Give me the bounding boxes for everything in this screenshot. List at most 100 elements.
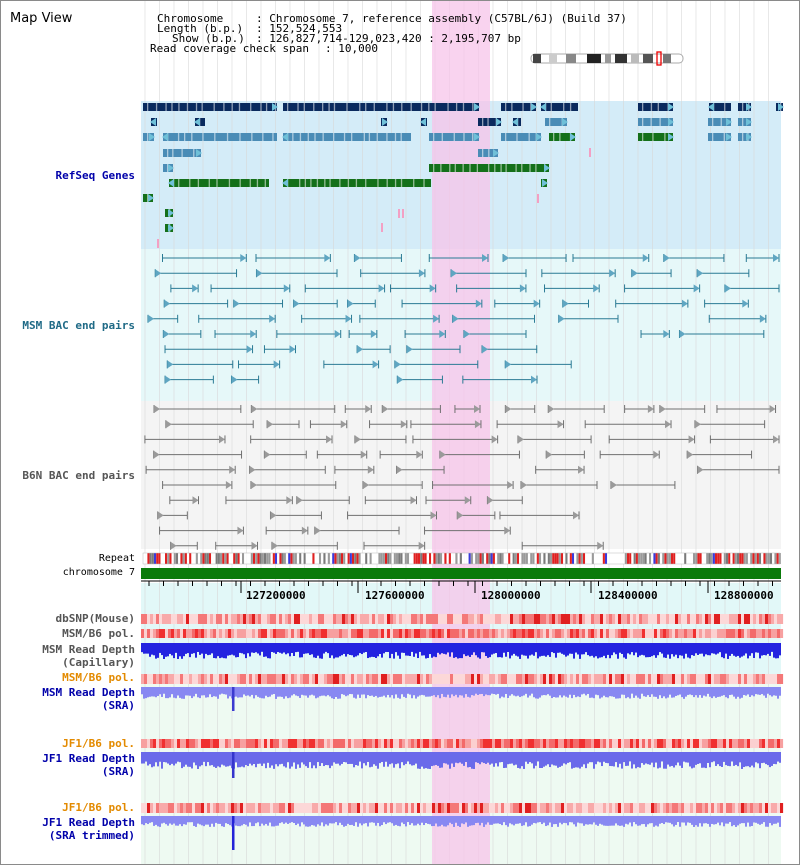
read-depth-bar	[565, 752, 567, 765]
polymorphism-cell	[519, 629, 523, 638]
read-depth-bar	[679, 643, 681, 656]
read-depth-bar	[579, 687, 581, 698]
msm-bac-end-pairs-label[interactable]: MSM BAC end pairs	[22, 319, 135, 332]
polymorphism-cell	[780, 803, 784, 813]
read-depth-bar	[575, 687, 577, 698]
msm-b6-pol-sra-label[interactable]: MSM/B6 pol.	[62, 671, 135, 684]
read-depth-bar	[559, 643, 561, 653]
polymorphism-cell	[417, 614, 421, 624]
jf1-b6-pol-label[interactable]: JF1/B6 pol.	[62, 737, 135, 750]
bac-end-arrow	[416, 450, 423, 459]
polymorphism-cell	[531, 629, 535, 638]
refseq-exon-mark	[500, 164, 502, 172]
repeat-feature	[424, 553, 427, 564]
polymorphism-cell	[546, 739, 550, 748]
polymorphism-cell	[543, 614, 547, 624]
read-depth-bar	[147, 687, 149, 698]
jf1-read-depth-sra-label-1[interactable]: JF1 Read Depth	[42, 752, 135, 765]
polymorphism-cell	[684, 739, 688, 748]
read-depth-bar	[689, 643, 691, 659]
polymorphism-cell	[693, 674, 697, 684]
read-depth-bar	[649, 816, 651, 824]
refseq-exon-mark	[723, 133, 725, 141]
read-depth-bar	[377, 816, 379, 823]
repeat-feature	[512, 553, 515, 564]
read-depth-bar	[591, 752, 593, 763]
polymorphism-cell	[561, 803, 565, 813]
polymorphism-cell	[501, 674, 505, 684]
polymorphism-cell	[531, 739, 535, 748]
repeat-feature	[169, 553, 172, 564]
read-depth-bar	[165, 687, 167, 699]
read-depth-bar	[513, 643, 515, 654]
read-depth-bar	[507, 687, 509, 698]
polymorphism-cell	[639, 674, 643, 684]
read-depth-bar	[373, 643, 375, 658]
polymorphism-cell	[264, 629, 268, 638]
read-depth-bar	[197, 752, 199, 769]
refseq-exon-mark	[297, 103, 299, 111]
repeat-feature	[453, 553, 456, 564]
polymorphism-cell	[708, 803, 712, 813]
read-depth-bar	[453, 643, 455, 658]
polymorphism-cell	[324, 803, 328, 813]
read-depth-bar	[541, 643, 543, 656]
repeat-feature	[270, 553, 273, 564]
polymorphism-cell	[222, 674, 226, 684]
read-depth-bar	[443, 816, 445, 827]
read-depth-bar	[665, 643, 667, 658]
polymorphism-cell	[399, 803, 403, 813]
refseq-exon-mark	[231, 103, 233, 111]
polymorphism-cell	[231, 674, 235, 684]
polymorphism-cell	[690, 739, 694, 748]
read-depth-bar	[267, 643, 269, 659]
read-depth-bar	[277, 752, 279, 767]
polymorphism-cell	[777, 674, 781, 684]
strand-arrow	[168, 224, 174, 232]
polymorphism-cell	[216, 803, 220, 813]
repeat-feature	[292, 553, 295, 564]
read-depth-bar	[623, 643, 625, 658]
read-depth-bar	[759, 816, 761, 825]
msm-b6-pol-label[interactable]: MSM/B6 pol.	[62, 627, 135, 640]
polymorphism-cell	[519, 739, 523, 748]
polymorphism-cell	[690, 614, 694, 624]
polymorphism-cell	[201, 614, 205, 624]
read-depth-bar	[271, 752, 273, 766]
polymorphism-cell	[735, 739, 739, 748]
polymorphism-cell	[177, 674, 181, 684]
read-depth-bar	[227, 687, 229, 699]
jf1-b6-pol-trimmed-label[interactable]: JF1/B6 pol.	[62, 801, 135, 814]
repeat-feature	[299, 553, 302, 564]
read-depth-bar	[581, 643, 583, 655]
msm-read-depth-sra-label-1[interactable]: MSM Read Depth	[42, 686, 135, 699]
b6n-bac-end-pairs-label[interactable]: B6N BAC end pairs	[22, 469, 135, 482]
polymorphism-cell	[633, 674, 637, 684]
read-depth-bar	[239, 643, 241, 653]
read-depth-bar	[545, 816, 547, 827]
read-depth-bar	[571, 687, 573, 699]
read-depth-bar	[569, 643, 571, 654]
polymorphism-cell	[333, 674, 337, 684]
read-depth-bar	[529, 752, 531, 763]
jf1-read-depth-trimmed-label-1[interactable]: JF1 Read Depth	[42, 816, 135, 829]
bac-end-arrow	[406, 345, 413, 354]
read-depth-bar	[417, 752, 419, 769]
chromosome-ideogram[interactable]	[1, 1, 799, 81]
refseq-genes-label[interactable]: RefSeq Genes	[55, 169, 135, 182]
strand-arrow	[746, 103, 752, 111]
polymorphism-cell	[420, 739, 424, 748]
polymorphism-cell	[216, 739, 220, 748]
read-depth-bar	[573, 687, 575, 695]
read-depth-bar	[559, 752, 561, 767]
read-depth-bar	[605, 643, 607, 659]
dbsnp-label[interactable]: dbSNP(Mouse)	[55, 612, 135, 625]
msm-read-depth-capillary-label-1[interactable]: MSM Read Depth	[42, 643, 135, 656]
polymorphism-cell	[738, 739, 742, 748]
read-depth-bar	[677, 816, 679, 823]
read-depth-bar	[239, 816, 241, 827]
read-depth-bar	[713, 643, 715, 654]
repeat-feature	[767, 553, 770, 564]
repeat-feature	[638, 553, 641, 564]
